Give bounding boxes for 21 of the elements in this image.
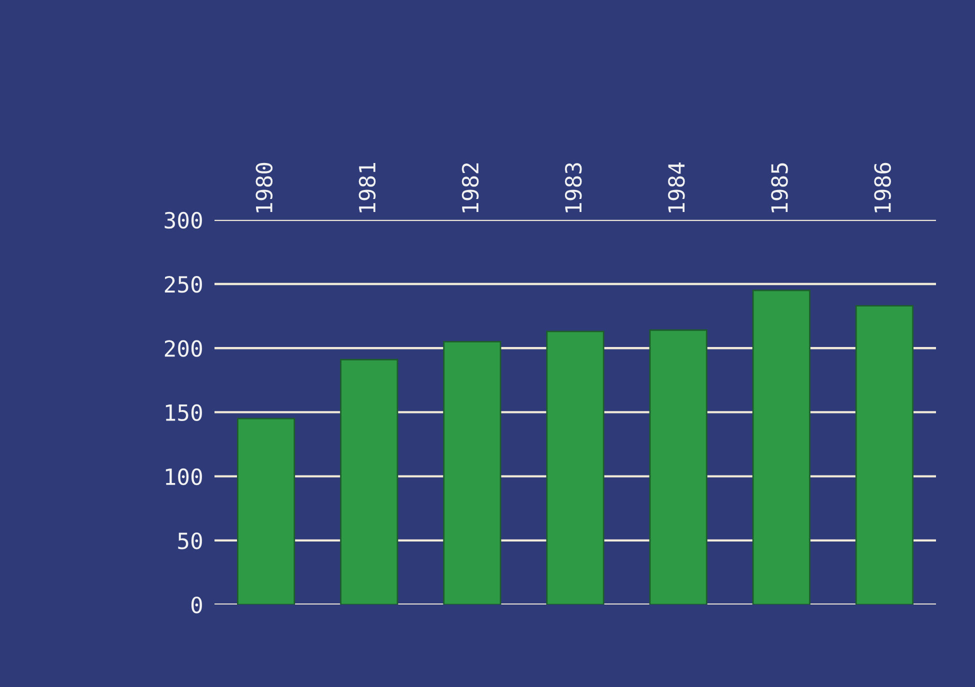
x-tick-label: 1983 [564, 163, 582, 212]
y-tick-label: 0 [191, 596, 202, 614]
x-tick-label: 1985 [771, 163, 788, 212]
bar [649, 329, 708, 605]
x-tick-label: 1980 [256, 162, 273, 212]
bar [855, 305, 914, 605]
y-tick-label: 150 [166, 404, 202, 422]
bar [443, 340, 502, 605]
bar [236, 418, 296, 605]
x-tick-label: 1981 [358, 162, 376, 212]
x-tick-label: 1986 [874, 162, 891, 212]
bar [340, 358, 398, 605]
y-tick-label: 250 [164, 276, 202, 293]
bar [752, 290, 810, 605]
x-tick-label: 1984 [668, 162, 685, 212]
x-tick-label: 1982 [462, 163, 479, 212]
y-tick-label: 50 [178, 532, 202, 550]
bar [546, 330, 604, 605]
y-tick-label: 300 [164, 212, 202, 229]
y-tick-label: 100 [166, 468, 202, 486]
y-tick-label: 200 [164, 340, 202, 357]
